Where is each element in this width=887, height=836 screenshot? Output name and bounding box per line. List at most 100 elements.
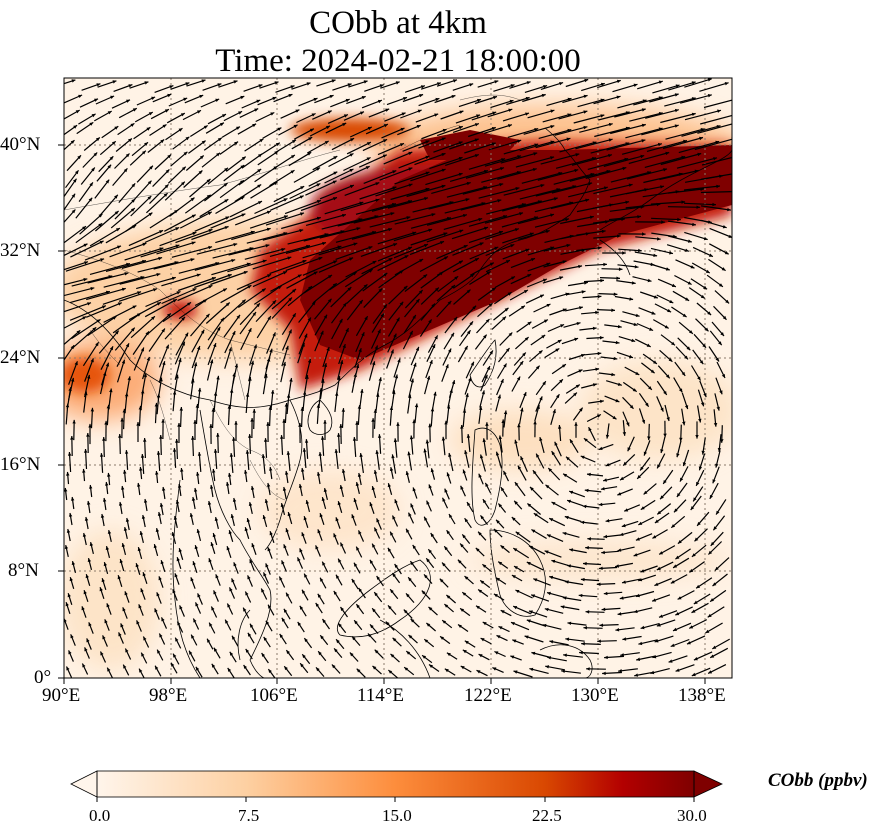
wind-vector-head [410, 561, 414, 565]
wind-vector-head [123, 469, 127, 474]
wind-vector-head [114, 211, 119, 215]
wind-vector-head [467, 330, 471, 335]
wind-vector [537, 169, 579, 181]
wind-vector-head [426, 500, 430, 505]
wind-vector-head [112, 80, 117, 84]
wind-vector-head [632, 388, 637, 392]
wind-vector-head [629, 354, 633, 359]
wind-vector [178, 298, 208, 320]
wind-vector [560, 215, 594, 225]
wind-vector-head [240, 196, 245, 200]
wind-vector-head [292, 313, 296, 318]
wind-vector-head [677, 540, 682, 544]
wind-vector [458, 98, 482, 108]
wind-vector-head [69, 577, 73, 582]
wind-vector-head [720, 439, 724, 443]
wind-vector [308, 171, 338, 187]
wind-vector-head [586, 667, 590, 671]
wind-vector-head [321, 379, 325, 383]
wind-vector [270, 274, 302, 292]
wind-vector-head [702, 343, 706, 348]
wind-vector-head [602, 671, 606, 676]
wind-vector-head [308, 286, 312, 290]
wind-vector-head [429, 664, 433, 668]
wind-vector-head [658, 80, 663, 84]
wind-vector-head [90, 407, 95, 412]
wind-vector-head [267, 274, 272, 278]
wind-vector [239, 302, 261, 326]
wind-vector-head [318, 651, 322, 656]
wind-vector-head [583, 561, 587, 566]
wind-vector-head [650, 670, 655, 675]
wind-vector-head [252, 312, 256, 316]
wind-vector-head [517, 139, 522, 143]
wind-vector-head [480, 515, 484, 520]
wind-vector-head [480, 580, 485, 584]
wind-vector [485, 259, 511, 273]
wind-vector-head [120, 623, 124, 628]
wind-vector [668, 81, 696, 91]
wind-vector-head [615, 398, 620, 403]
wind-vector-head [390, 653, 395, 658]
wind-vector-head [281, 560, 285, 565]
wind-vector-head [358, 588, 362, 592]
wind-vector-head [575, 384, 580, 388]
wind-vector-head [697, 152, 702, 157]
wind-vector-head [318, 452, 322, 456]
wind-vector [455, 114, 481, 124]
wind-vector-head [342, 123, 347, 127]
wind-vector-head [618, 267, 623, 271]
wind-vector [175, 228, 213, 244]
wind-vector-head [451, 285, 455, 289]
wind-vector-head [524, 635, 529, 639]
wind-vector-head [588, 182, 593, 186]
wind-vector [84, 358, 94, 382]
wind-vector-head [375, 450, 379, 454]
wind-vector-head [448, 348, 452, 353]
wind-vector-head [375, 198, 380, 202]
wind-vector-head [86, 433, 90, 437]
wind-vector-head [143, 499, 148, 503]
wind-vector-head [305, 375, 309, 379]
wind-vector-head [415, 299, 420, 303]
wind-vector [349, 126, 373, 138]
wind-vector [146, 312, 172, 336]
wind-vector-head [297, 274, 302, 278]
wind-vector-head [283, 271, 287, 275]
wind-vector-head [601, 229, 606, 234]
wind-vector [372, 304, 388, 324]
wind-vector-head [191, 436, 195, 440]
wind-vector-head [159, 503, 164, 507]
wind-vector-head [338, 558, 342, 563]
wind-vector-head [220, 317, 224, 322]
wind-vector-head [192, 288, 197, 292]
wind-vector-head [213, 590, 217, 595]
wind-vector-head [703, 236, 708, 241]
wind-vector-head [605, 463, 610, 467]
wind-vector-head [600, 487, 605, 491]
wind-vector-head [106, 404, 111, 409]
wind-vector [175, 332, 189, 356]
wind-vector-head [681, 371, 686, 376]
wind-vector-head [400, 127, 405, 132]
wind-vector-head [441, 436, 446, 441]
wind-vector-head [712, 202, 716, 207]
wind-vector-head [286, 650, 290, 654]
wind-vector-head [531, 529, 536, 533]
wind-vector-head [193, 420, 197, 424]
wind-vector-head [141, 652, 145, 657]
wind-vector-head [728, 234, 732, 238]
wind-vector [610, 171, 652, 183]
wind-vector [425, 172, 463, 186]
wind-vector-head [566, 243, 571, 248]
wind-vector-head [424, 639, 429, 643]
wind-vector-head [388, 227, 392, 232]
wind-vector-head [197, 110, 201, 114]
wind-vector-head [580, 577, 585, 582]
wind-vector-head [627, 447, 631, 452]
wind-vector-head [663, 168, 667, 172]
wind-vector-head [383, 304, 387, 309]
wind-vector-head [585, 198, 590, 202]
wind-vector [464, 142, 496, 154]
wind-vector-head [682, 421, 686, 426]
